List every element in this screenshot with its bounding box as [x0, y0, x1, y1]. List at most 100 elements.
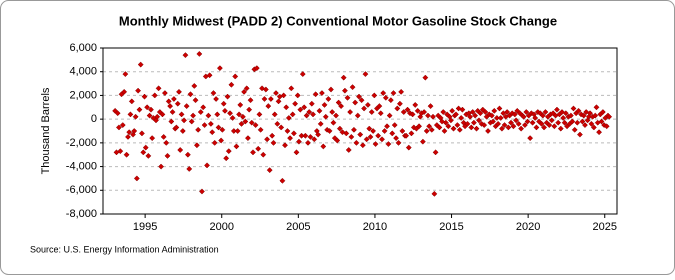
- point: [219, 126, 226, 133]
- point: [303, 112, 310, 119]
- point: [126, 129, 133, 136]
- point: [326, 128, 333, 134]
- point: [464, 120, 471, 127]
- point: [144, 104, 151, 111]
- point: [428, 126, 435, 133]
- point: [456, 126, 463, 133]
- point: [569, 118, 576, 125]
- point: [472, 112, 479, 119]
- point: [341, 87, 348, 94]
- point: [329, 109, 336, 115]
- point: [490, 118, 497, 125]
- point: [542, 109, 549, 115]
- point: [230, 128, 237, 134]
- point: [284, 128, 291, 134]
- point: [119, 122, 126, 129]
- point: [145, 152, 152, 159]
- point: [343, 130, 350, 137]
- point: [216, 65, 223, 72]
- point: [511, 111, 518, 118]
- point: [244, 135, 251, 142]
- point: [264, 136, 271, 143]
- point: [510, 123, 517, 130]
- point: [301, 104, 308, 111]
- point: [136, 106, 143, 113]
- point: [149, 135, 156, 142]
- point: [317, 120, 324, 127]
- point: [356, 93, 362, 100]
- point: [297, 106, 304, 113]
- point: [294, 92, 301, 99]
- point: [570, 105, 577, 112]
- point: [521, 122, 528, 129]
- point: [218, 137, 225, 144]
- point: [295, 138, 302, 145]
- point: [191, 82, 198, 89]
- point: [246, 106, 253, 113]
- point: [349, 84, 356, 91]
- point: [151, 92, 158, 99]
- point: [393, 135, 400, 142]
- point: [403, 132, 410, 139]
- point: [400, 109, 407, 115]
- point: [187, 91, 194, 98]
- point: [302, 132, 309, 139]
- point: [539, 112, 546, 119]
- point: [496, 105, 503, 112]
- point: [161, 90, 168, 97]
- point: [367, 133, 374, 140]
- point: [523, 109, 530, 115]
- point: [436, 124, 443, 131]
- point: [422, 74, 429, 81]
- point: [117, 148, 124, 155]
- point: [359, 142, 366, 149]
- point: [168, 118, 175, 125]
- point: [427, 103, 434, 110]
- point: [163, 139, 170, 146]
- x-tick-label: 2000: [209, 221, 233, 233]
- point: [165, 98, 172, 105]
- point: [541, 124, 548, 131]
- point: [334, 137, 341, 144]
- point: [192, 97, 199, 104]
- point: [169, 109, 176, 115]
- point: [338, 103, 345, 110]
- point: [414, 107, 421, 114]
- point: [417, 113, 424, 120]
- point: [391, 122, 398, 129]
- point: [137, 61, 144, 68]
- point: [287, 135, 294, 142]
- point: [278, 124, 285, 131]
- point: [345, 147, 352, 153]
- point: [532, 115, 539, 121]
- point: [470, 119, 477, 126]
- y-tick-label: 4,000: [69, 66, 97, 78]
- point: [275, 98, 282, 105]
- point: [232, 73, 239, 80]
- point: [527, 135, 534, 142]
- point: [421, 109, 428, 115]
- point: [596, 129, 603, 136]
- point: [424, 112, 431, 119]
- point: [127, 111, 134, 118]
- point: [380, 90, 387, 97]
- point: [423, 128, 430, 134]
- point: [524, 118, 531, 125]
- point: [557, 125, 564, 132]
- point: [160, 133, 167, 140]
- point: [248, 119, 255, 126]
- point: [140, 149, 147, 156]
- point: [482, 109, 489, 115]
- point: [123, 151, 130, 158]
- point: [379, 136, 385, 143]
- point: [431, 190, 438, 197]
- point: [381, 128, 388, 134]
- point: [447, 117, 454, 124]
- point: [562, 110, 569, 117]
- x-tick-label: 2020: [516, 221, 540, 233]
- point: [236, 111, 242, 118]
- point: [227, 110, 233, 117]
- point: [266, 167, 273, 174]
- point: [307, 133, 314, 140]
